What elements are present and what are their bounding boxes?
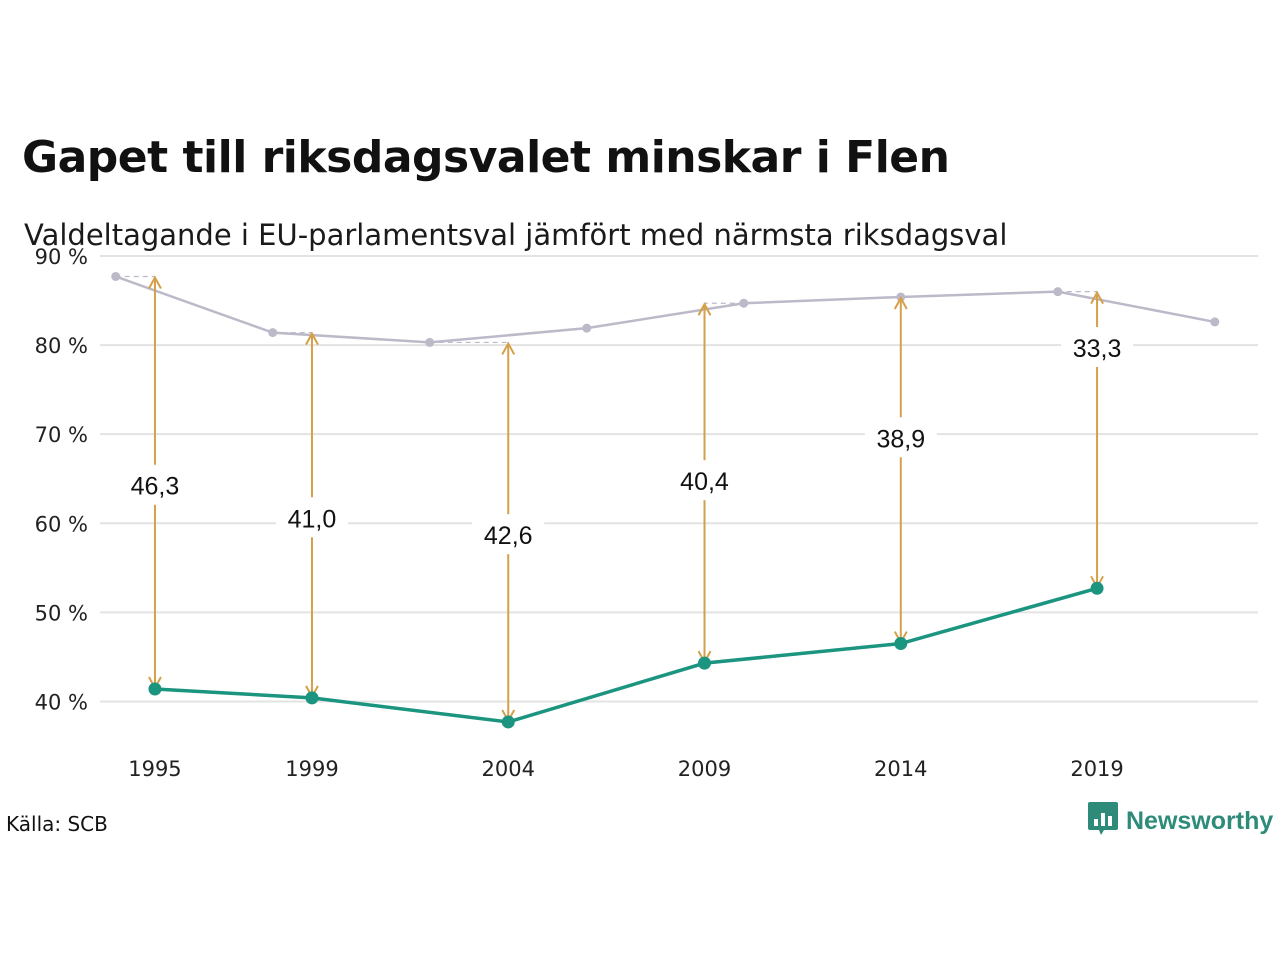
gap-arrow-head-up — [305, 331, 319, 346]
bar-chart-speech-bubble-icon — [1088, 802, 1118, 840]
x-tick-label: 1999 — [285, 757, 338, 781]
gap-arrow-head-up — [697, 302, 712, 316]
riksdag-point — [582, 323, 592, 333]
chart-subtitle: Valdeltagande i EU-parlamentsval jämfört… — [24, 218, 1008, 252]
gap-arrow-head-up — [893, 295, 908, 310]
eu-point — [698, 656, 712, 670]
eu-point — [305, 691, 319, 705]
y-tick-label: 70 % — [35, 423, 88, 447]
gap-label: 42,6 — [484, 522, 533, 550]
eu-point — [148, 682, 162, 696]
x-tick-label: 2014 — [874, 757, 927, 781]
x-tick-label: 1995 — [128, 757, 181, 781]
gap-label-box — [118, 464, 191, 505]
y-tick-label: 80 % — [35, 334, 88, 358]
gap-arrow-head-up — [501, 341, 516, 355]
gap-label-box — [472, 514, 545, 555]
riksdag-series — [111, 271, 1220, 347]
eu-point — [501, 715, 515, 729]
y-axis-labels: 40 % 50 % 60 % 70 % 80 % 90 % — [35, 245, 88, 714]
x-tick-label: 2004 — [482, 757, 535, 781]
chart-title: Gapet till riksdagsvalet minskar i Flen — [22, 132, 950, 183]
y-tick-label: 90 % — [35, 245, 88, 269]
y-tick-label: 60 % — [35, 512, 88, 536]
eu-series — [148, 581, 1104, 729]
riksdag-line — [115, 275, 1216, 344]
gap-label: 41,0 — [288, 505, 337, 533]
eu-point — [894, 637, 908, 651]
gap-arrow-head-up — [148, 275, 162, 289]
gap-label-box — [668, 460, 741, 501]
x-axis-labels: 1995 1999 2004 2009 2014 2019 — [128, 757, 1124, 781]
eu-line — [154, 586, 1098, 724]
source-note: Källa: SCB — [6, 812, 108, 836]
x-tick-label: 2009 — [678, 757, 731, 781]
gap-label: 40,4 — [680, 468, 729, 496]
y-tick-label: 50 % — [35, 601, 88, 625]
gap-arrows — [115, 275, 1104, 724]
gap-label: 46,3 — [131, 473, 180, 501]
gap-label: 38,9 — [876, 425, 925, 453]
gap-label-box — [1061, 326, 1134, 367]
brand-name: Newsworthy — [1126, 806, 1274, 835]
gap-arrow-head-up — [1090, 290, 1104, 305]
gap-labels: 46,3 41,0 42,6 40,4 38,9 33,3 — [118, 326, 1134, 555]
eu-point — [1090, 581, 1104, 595]
newsworthy-logo: Newsworthy — [1088, 802, 1274, 840]
x-tick-label: 2019 — [1070, 757, 1123, 781]
gap-label-box — [864, 417, 937, 458]
grid-lines — [100, 255, 1258, 703]
y-tick-label: 40 % — [35, 690, 88, 714]
gap-label: 33,3 — [1073, 335, 1122, 363]
gap-label-box — [275, 497, 348, 538]
riksdag-point — [1210, 317, 1220, 327]
